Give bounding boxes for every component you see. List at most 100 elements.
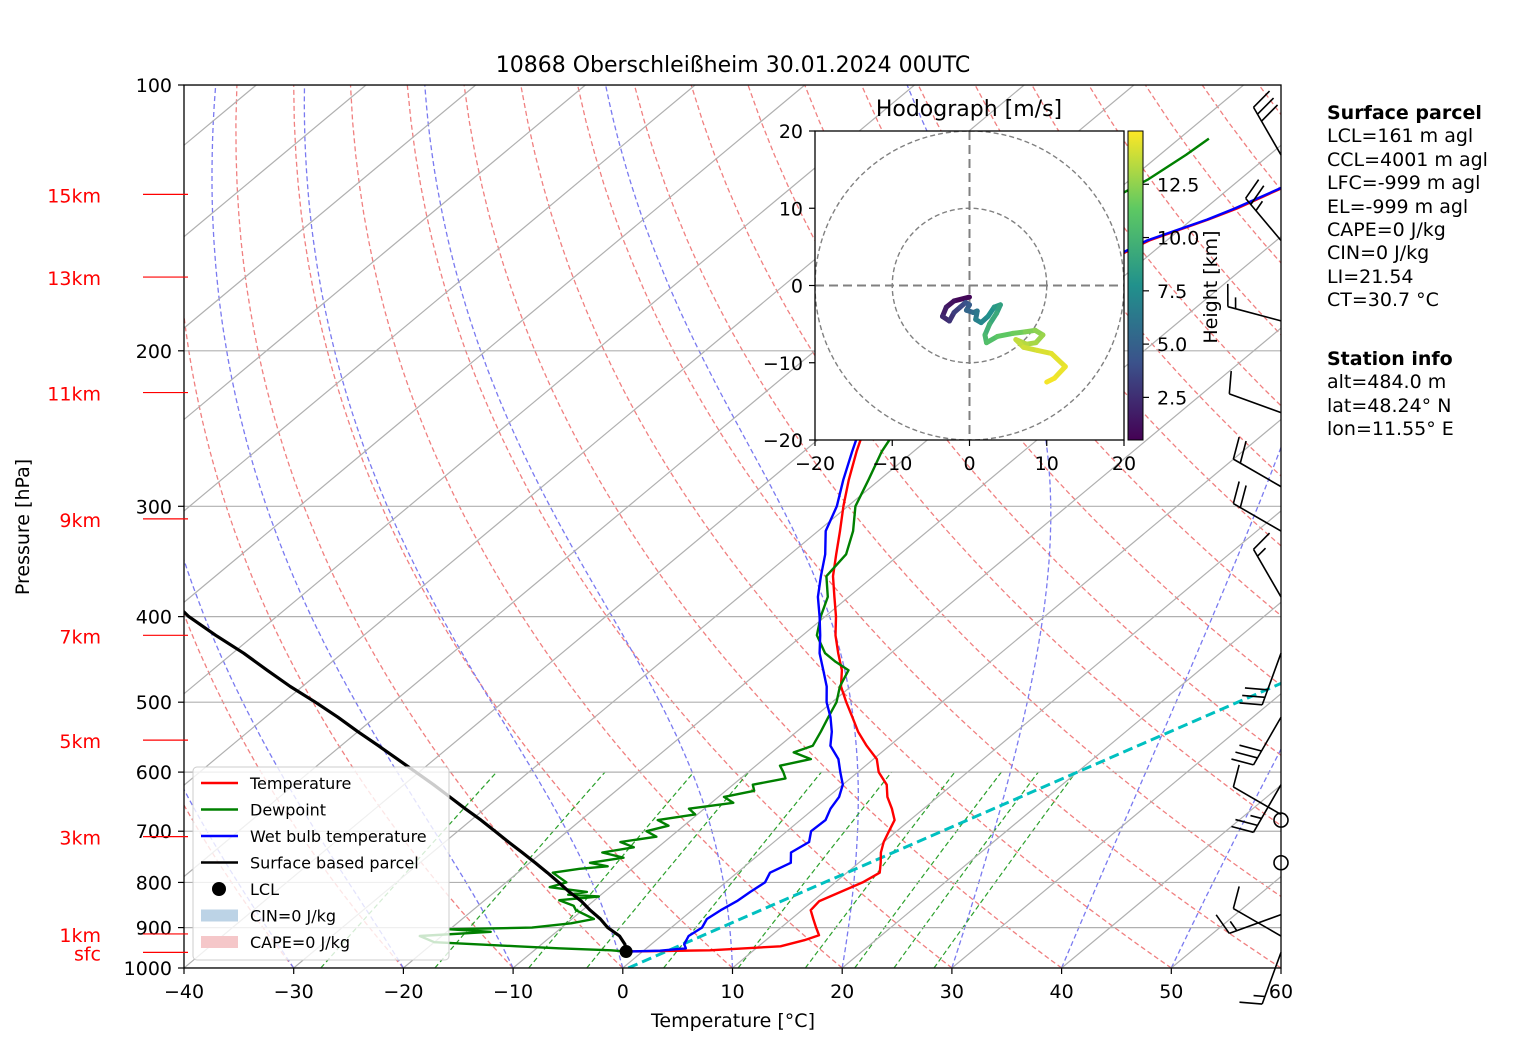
wind-barb [1244, 179, 1282, 242]
moist-adiabat [211, 85, 514, 968]
x-tick-label: −30 [274, 981, 314, 1003]
colorbar-label: Height [km] [1200, 230, 1222, 343]
height-label: 1km [59, 925, 101, 947]
isotherm [951, 692, 1281, 968]
parcel-lfc: LFC=-999 m agl [1327, 172, 1481, 195]
wind-barb-staff [1252, 106, 1282, 156]
wind-barb-flag [1244, 687, 1268, 691]
skewt-axes: −40 −30 −20 −10 0 10 20 30 40 50 60100200300400500… [124, 75, 1293, 1003]
parcel-lcl: LCL=161 m agl [1327, 125, 1474, 148]
y-tick-label: 900 [136, 918, 172, 940]
isotherm [184, 85, 915, 695]
station-lat: lat=48.24° N [1327, 394, 1452, 417]
isotherm [184, 85, 696, 512]
wind-barb-calm [1273, 812, 1289, 828]
wind-barb [1232, 436, 1282, 488]
moist-adiabat [1061, 445, 1281, 968]
colorbar-tick-label: 2.5 [1157, 387, 1187, 409]
wind-barb-flag [1232, 436, 1240, 460]
y-tick-label: 500 [136, 692, 172, 714]
hodograph-x-tick-label: 20 [1112, 453, 1136, 475]
x-axis-label: Temperature [°C] [650, 1010, 815, 1032]
wind-barb-flag [1239, 744, 1262, 752]
height-label: 7km [59, 626, 101, 648]
legend-swatch-lcl [212, 882, 226, 896]
wind-barb-flag [1252, 90, 1271, 108]
legend-label-wet-bulb-temperature: Wet bulb temperature [250, 827, 427, 846]
isotherm [512, 327, 1281, 968]
wind-barb-staff [1261, 652, 1282, 706]
legend-label-lcl: LCL [250, 880, 279, 899]
wind-barb [1252, 90, 1282, 156]
colorbar-tick-label: 5.0 [1157, 334, 1187, 356]
height-label: 3km [59, 828, 101, 850]
y-tick-label: 600 [136, 762, 172, 784]
wind-barb-staff [1229, 913, 1282, 935]
wind-barb-flag [1242, 694, 1265, 699]
wind-barb-flag [1239, 1001, 1263, 1005]
hodograph-y-tick-label: 0 [791, 276, 803, 298]
parcel-ct: CT=30.7 °C [1327, 289, 1439, 312]
wind-barb-flag [1244, 179, 1260, 199]
wind-barb-flag [1232, 481, 1240, 504]
hodograph-trace-segment [951, 294, 972, 304]
y-tick-label: 400 [136, 607, 172, 629]
mixing-ratio-line [528, 771, 695, 968]
x-tick-label: −20 [383, 981, 423, 1003]
parcel-cin: CIN=0 J/kg [1327, 242, 1430, 265]
legend-label-temperature: Temperature [249, 774, 351, 793]
surface-parcel-panel: Surface parcel LCL=161 m agl CCL=4001 m … [1327, 102, 1488, 313]
hodograph-x-tick-label: −20 [795, 453, 835, 475]
wind-barb-flag [1232, 886, 1240, 909]
legend-label-surface-based-parcel: Surface based parcel [250, 854, 419, 873]
hodograph-trace-segment [994, 330, 1016, 339]
hodograph-title: Hodograph [m/s] [876, 97, 1062, 122]
height-label: 15km [47, 185, 101, 207]
wind-barb-staff [1252, 716, 1282, 766]
wind-barb-flag [1239, 485, 1247, 508]
isotherm [184, 85, 367, 238]
dry-adiabat [293, 85, 733, 968]
hodograph-x-tick-label: 10 [1035, 453, 1059, 475]
legend: Temperature Dewpoint Wet bulb temperature S… [192, 766, 450, 961]
moist-adiabat [303, 85, 624, 968]
height-label: 5km [59, 731, 101, 753]
wind-barb-half-flag [1256, 547, 1267, 557]
isotherm [184, 85, 477, 329]
x-tick-label: −40 [164, 981, 204, 1003]
legend-swatch-cape-0-j-kg [201, 936, 238, 948]
colorbar-tick-label: 12.5 [1157, 174, 1199, 196]
legend-box [192, 766, 450, 961]
height-label: sfc [74, 943, 101, 965]
moist-adiabat [424, 85, 734, 968]
dry-adiabat [974, 85, 1281, 477]
wind-barb-flag [1250, 185, 1265, 205]
isotherm [184, 85, 586, 421]
x-tick-label: 10 [720, 981, 744, 1003]
wind-barb-staff [1232, 458, 1282, 488]
wind-barb-staff [1261, 952, 1282, 1005]
x-tick-label: 60 [1269, 981, 1293, 1003]
hodograph-y-tick-label: −20 [763, 430, 803, 452]
surface-parcel-title: Surface parcel [1327, 102, 1482, 124]
wind-barb-staff [1252, 548, 1282, 598]
y-tick-label: 700 [136, 821, 172, 843]
parcel-el: EL=-999 m agl [1327, 195, 1469, 218]
wind-barb-flag [1231, 825, 1254, 834]
x-tick-label: 20 [830, 981, 854, 1003]
hodograph-colorbar [1127, 130, 1144, 441]
y-tick-label: 800 [136, 872, 172, 894]
hodograph-y-tick-label: −10 [763, 353, 803, 375]
wind-barb [1215, 913, 1282, 935]
legend-label-cin-0-j-kg: CIN=0 J/kg [250, 907, 336, 926]
wind-barb-flag [1235, 751, 1258, 759]
wind-barb [1231, 784, 1282, 834]
wind-barb-flag [1252, 532, 1271, 550]
hodograph-trace-segment [1044, 375, 1057, 385]
wind-barb-staff [1232, 786, 1282, 816]
wind-barb [1239, 952, 1282, 1005]
isotherm [841, 601, 1281, 968]
y-tick-label: 200 [136, 341, 172, 363]
height-label: 13km [47, 268, 101, 290]
